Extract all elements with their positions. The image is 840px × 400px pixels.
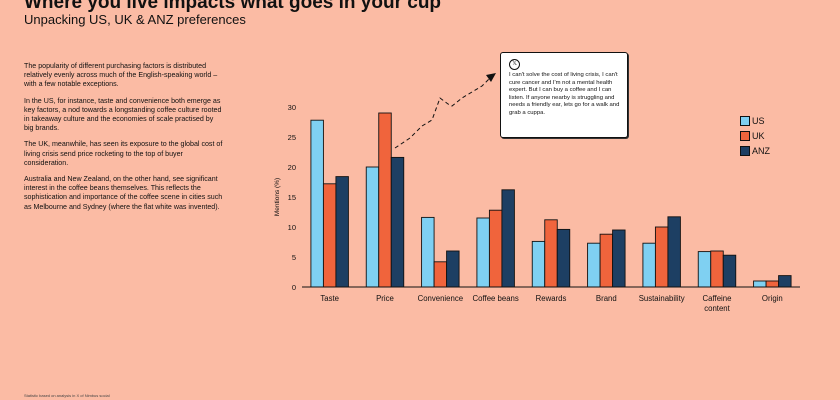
x-tick-label: Caffeine content: [703, 294, 732, 313]
legend-label: ANZ: [752, 145, 770, 156]
y-tick-label: 10: [288, 223, 296, 232]
x-tick-label: Brand: [596, 294, 617, 303]
bar-us: [642, 242, 656, 288]
legend-item-uk: UK: [740, 128, 770, 143]
body-paragraph: Australia and New Zealand, on the other …: [24, 175, 223, 211]
legend-swatch: [740, 130, 750, 141]
bar-anz: [722, 254, 737, 288]
bar-uk: [378, 112, 392, 288]
y-tick-label: 0: [292, 283, 296, 292]
bar-anz: [501, 189, 515, 288]
body-paragraph: The popularity of different purchasing f…: [24, 62, 218, 89]
bar-us: [421, 216, 435, 288]
legend-item-us: US: [740, 113, 770, 128]
bar-us: [310, 119, 324, 288]
quote-callout: 𝕏 I can't solve the cost of living crisi…: [500, 52, 628, 138]
bar-us: [587, 242, 601, 288]
bar-us: [697, 251, 712, 288]
bar-anz: [667, 216, 681, 288]
y-tick-label: 25: [288, 133, 296, 142]
legend-label: US: [752, 115, 765, 126]
bar-uk: [654, 226, 669, 288]
body-paragraph: In the US, for instance, taste and conve…: [24, 96, 222, 133]
bar-anz: [556, 228, 571, 288]
bar-us: [365, 166, 380, 288]
x-tick-label: Rewards: [536, 294, 567, 303]
x-tick-label: Price: [376, 294, 394, 303]
bar-uk: [765, 280, 780, 288]
body-text: The popularity of different purchasing f…: [24, 62, 224, 219]
bar-anz: [612, 229, 626, 288]
bar-anz: [390, 156, 405, 288]
callout-arrowhead: [486, 73, 496, 82]
legend-swatch: [740, 115, 750, 126]
page-subtitle: Unpacking US, UK & ANZ preferences: [24, 12, 246, 27]
chart-legend: US UK ANZ: [740, 113, 770, 158]
y-tick-label: 5: [292, 253, 296, 262]
bar-us: [531, 240, 546, 288]
body-paragraph: The UK, meanwhile, has seen its exposure…: [24, 140, 223, 167]
bar-uk: [544, 219, 558, 288]
bar-uk: [599, 233, 614, 288]
x-tick-label: Coffee beans: [473, 294, 519, 303]
footnote: Statistic based on analysis in X of Nimb…: [24, 393, 110, 398]
bar-anz: [778, 275, 792, 288]
legend-item-anz: ANZ: [740, 143, 770, 158]
bar-anz: [446, 250, 460, 288]
callout-text: I can't solve the cost of living crisis,…: [509, 72, 620, 116]
x-tick-label: Origin: [762, 294, 783, 303]
bar-us: [476, 217, 490, 288]
x-tick-label: Convenience: [418, 294, 464, 303]
x-logo-icon: 𝕏: [509, 59, 520, 70]
bar-uk: [488, 209, 503, 288]
bar-uk: [322, 183, 337, 288]
y-tick-label: 15: [288, 193, 296, 202]
x-tick-label: Sustainability: [639, 294, 685, 303]
legend-swatch: [740, 145, 750, 156]
page-title: Where you live impacts what goes in your…: [24, 0, 442, 13]
legend-label: UK: [752, 130, 765, 141]
callout-arrow: [394, 77, 491, 149]
y-tick-label: 30: [288, 103, 296, 112]
x-tick-label: Taste: [320, 294, 339, 303]
bar-uk: [710, 250, 724, 288]
y-tick-label: 20: [288, 163, 296, 172]
bar-us: [753, 280, 767, 288]
bar-uk: [433, 261, 448, 288]
y-axis-title: Mentions (%): [274, 178, 281, 216]
bar-anz: [335, 176, 349, 288]
